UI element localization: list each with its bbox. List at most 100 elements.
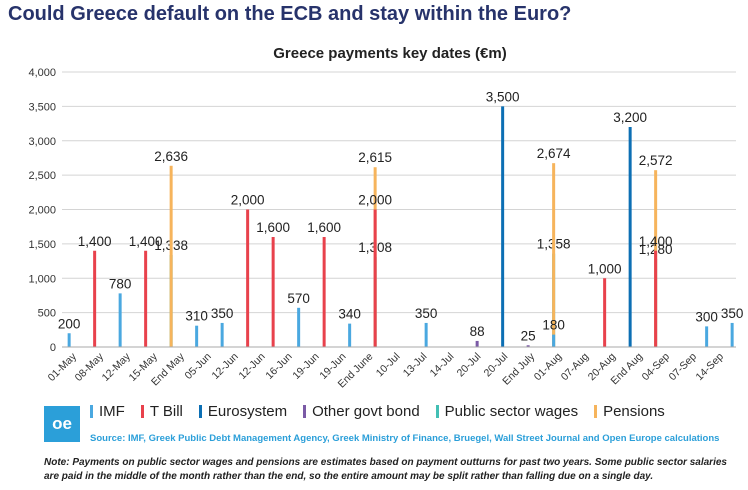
bar-value-label: 1,400 — [78, 234, 112, 249]
legend-label: Public sector wages — [444, 402, 579, 420]
bar-value-label: 2,615 — [358, 150, 392, 165]
bar — [705, 326, 709, 347]
x-tick-label: 14-Jul — [428, 351, 457, 380]
y-tick-label: 2,500 — [28, 170, 56, 182]
x-tick-label: 12-May — [100, 350, 134, 384]
bar — [526, 345, 530, 347]
legend-swatch — [90, 404, 93, 418]
bar — [424, 322, 428, 347]
legend-label: Eurosystem — [207, 402, 288, 420]
x-tick-label: 16-Jun — [263, 351, 294, 382]
bar-value-label: 570 — [287, 291, 310, 306]
bar — [144, 250, 148, 347]
bar-value-label: 2,636 — [154, 149, 188, 164]
bar-value-label: 88 — [470, 324, 485, 339]
bar — [552, 163, 556, 347]
x-tick-label: 07-Sep — [667, 351, 700, 384]
bar — [552, 334, 556, 347]
open-europe-logo: oe — [44, 406, 80, 442]
x-tick-label: 10-Jul — [374, 351, 403, 380]
bar-value-label: 3,200 — [613, 110, 647, 125]
legend-item: Public sector wages — [435, 402, 579, 420]
y-tick-label: 3,500 — [28, 101, 56, 113]
bar — [297, 307, 301, 347]
x-tick-label: 12-Jun — [210, 351, 241, 382]
bar — [93, 250, 97, 347]
legend: IMF T Bill Eurosystem Other govt bond Public… — [90, 402, 681, 420]
legend-item: Eurosystem — [198, 402, 288, 420]
footnote: Note: Payments on public sector wages an… — [44, 457, 727, 482]
x-tick-label: 07-Aug — [559, 351, 592, 384]
bar-value-label: 1,400 — [639, 234, 673, 249]
legend-item: Other govt bond — [303, 403, 420, 420]
bar — [348, 323, 352, 347]
legend-item: Pensions — [594, 403, 665, 420]
bar-value-label: 340 — [338, 307, 361, 322]
bar — [220, 322, 224, 347]
bar — [730, 322, 734, 347]
bar-value-label: 780 — [109, 276, 132, 291]
bar — [628, 127, 632, 347]
x-tick-label: 01-May — [46, 350, 80, 384]
bar-value-label: 2,572 — [639, 153, 673, 168]
bar — [169, 165, 173, 347]
bar-value-label: 350 — [721, 306, 744, 321]
bar-value-label: 2,000 — [358, 193, 392, 208]
bar — [603, 278, 607, 347]
bar — [271, 237, 275, 347]
bar-value-label: 350 — [415, 306, 438, 321]
x-tick-label: 13-Jul — [401, 351, 430, 380]
y-tick-label: 4,000 — [28, 67, 56, 79]
legend-label: T Bill — [149, 402, 183, 420]
headline: Could Greece default on the ECB and stay… — [8, 3, 572, 25]
bar — [501, 106, 505, 347]
y-tick-label: 2,000 — [28, 205, 56, 217]
x-tick-label: 04-Sep — [640, 351, 673, 384]
bar-value-label: 300 — [695, 309, 718, 324]
y-tick-label: 500 — [38, 308, 56, 320]
legend-swatch — [140, 404, 144, 418]
bar-value-label: 1,000 — [588, 261, 622, 276]
gridlines — [62, 71, 736, 348]
source-note: Source: IMF, Greek Public Debt Managemen… — [90, 433, 720, 444]
y-tick-label: 1,500 — [28, 239, 56, 251]
bars: 2001,4007801,4001,3382,6363103502,0001,6… — [58, 89, 744, 347]
bar-value-label: 350 — [211, 306, 234, 321]
legend-item: IMF — [90, 403, 125, 420]
x-tick-label: 20-Jul — [455, 351, 484, 380]
x-tick-label: 08-May — [73, 350, 107, 384]
bar — [118, 293, 122, 347]
legend-swatch — [594, 404, 598, 418]
x-tick-label: 19-Jun — [290, 351, 321, 382]
bar-value-label: 1,600 — [307, 220, 341, 235]
bar-value-label: 1,400 — [129, 234, 163, 249]
bar — [322, 237, 326, 347]
bar-value-label: 200 — [58, 316, 81, 331]
y-axis-tick-labels: 0 500 1,000 1,500 2,000 2,500 3,000 3,500 4,000 — [28, 67, 56, 354]
x-tick-label: 14-Sep — [694, 351, 727, 384]
bar-value-label: 2,674 — [537, 146, 571, 161]
y-tick-label: 3,000 — [28, 136, 56, 148]
x-tick-label: 01-Aug — [532, 351, 565, 384]
bar-value-label: 2,000 — [231, 193, 265, 208]
bar — [373, 209, 377, 347]
y-tick-label: 1,000 — [28, 273, 56, 285]
chart-title: Greece payments key dates (€m) — [273, 45, 506, 62]
bar — [654, 250, 658, 347]
y-tick-label: 0 — [50, 342, 56, 354]
bar-value-label: 3,500 — [486, 89, 520, 104]
legend-swatch — [198, 404, 202, 418]
bar — [246, 209, 250, 347]
bar-value-label: 310 — [185, 309, 208, 324]
bar — [67, 333, 71, 347]
bar-value-label: 1,600 — [256, 220, 290, 235]
bar-chart: Greece payments key dates (€m) 0 500 1,000… — [28, 45, 744, 390]
x-tick-label: 05-Jun — [183, 351, 214, 382]
legend-swatch — [435, 404, 439, 418]
bar-value-label: 180 — [542, 318, 565, 333]
bar-value-label: 25 — [521, 328, 536, 343]
legend-label: IMF — [99, 402, 125, 420]
bar — [475, 340, 479, 347]
x-tick-label: 12-Jun — [236, 351, 267, 382]
